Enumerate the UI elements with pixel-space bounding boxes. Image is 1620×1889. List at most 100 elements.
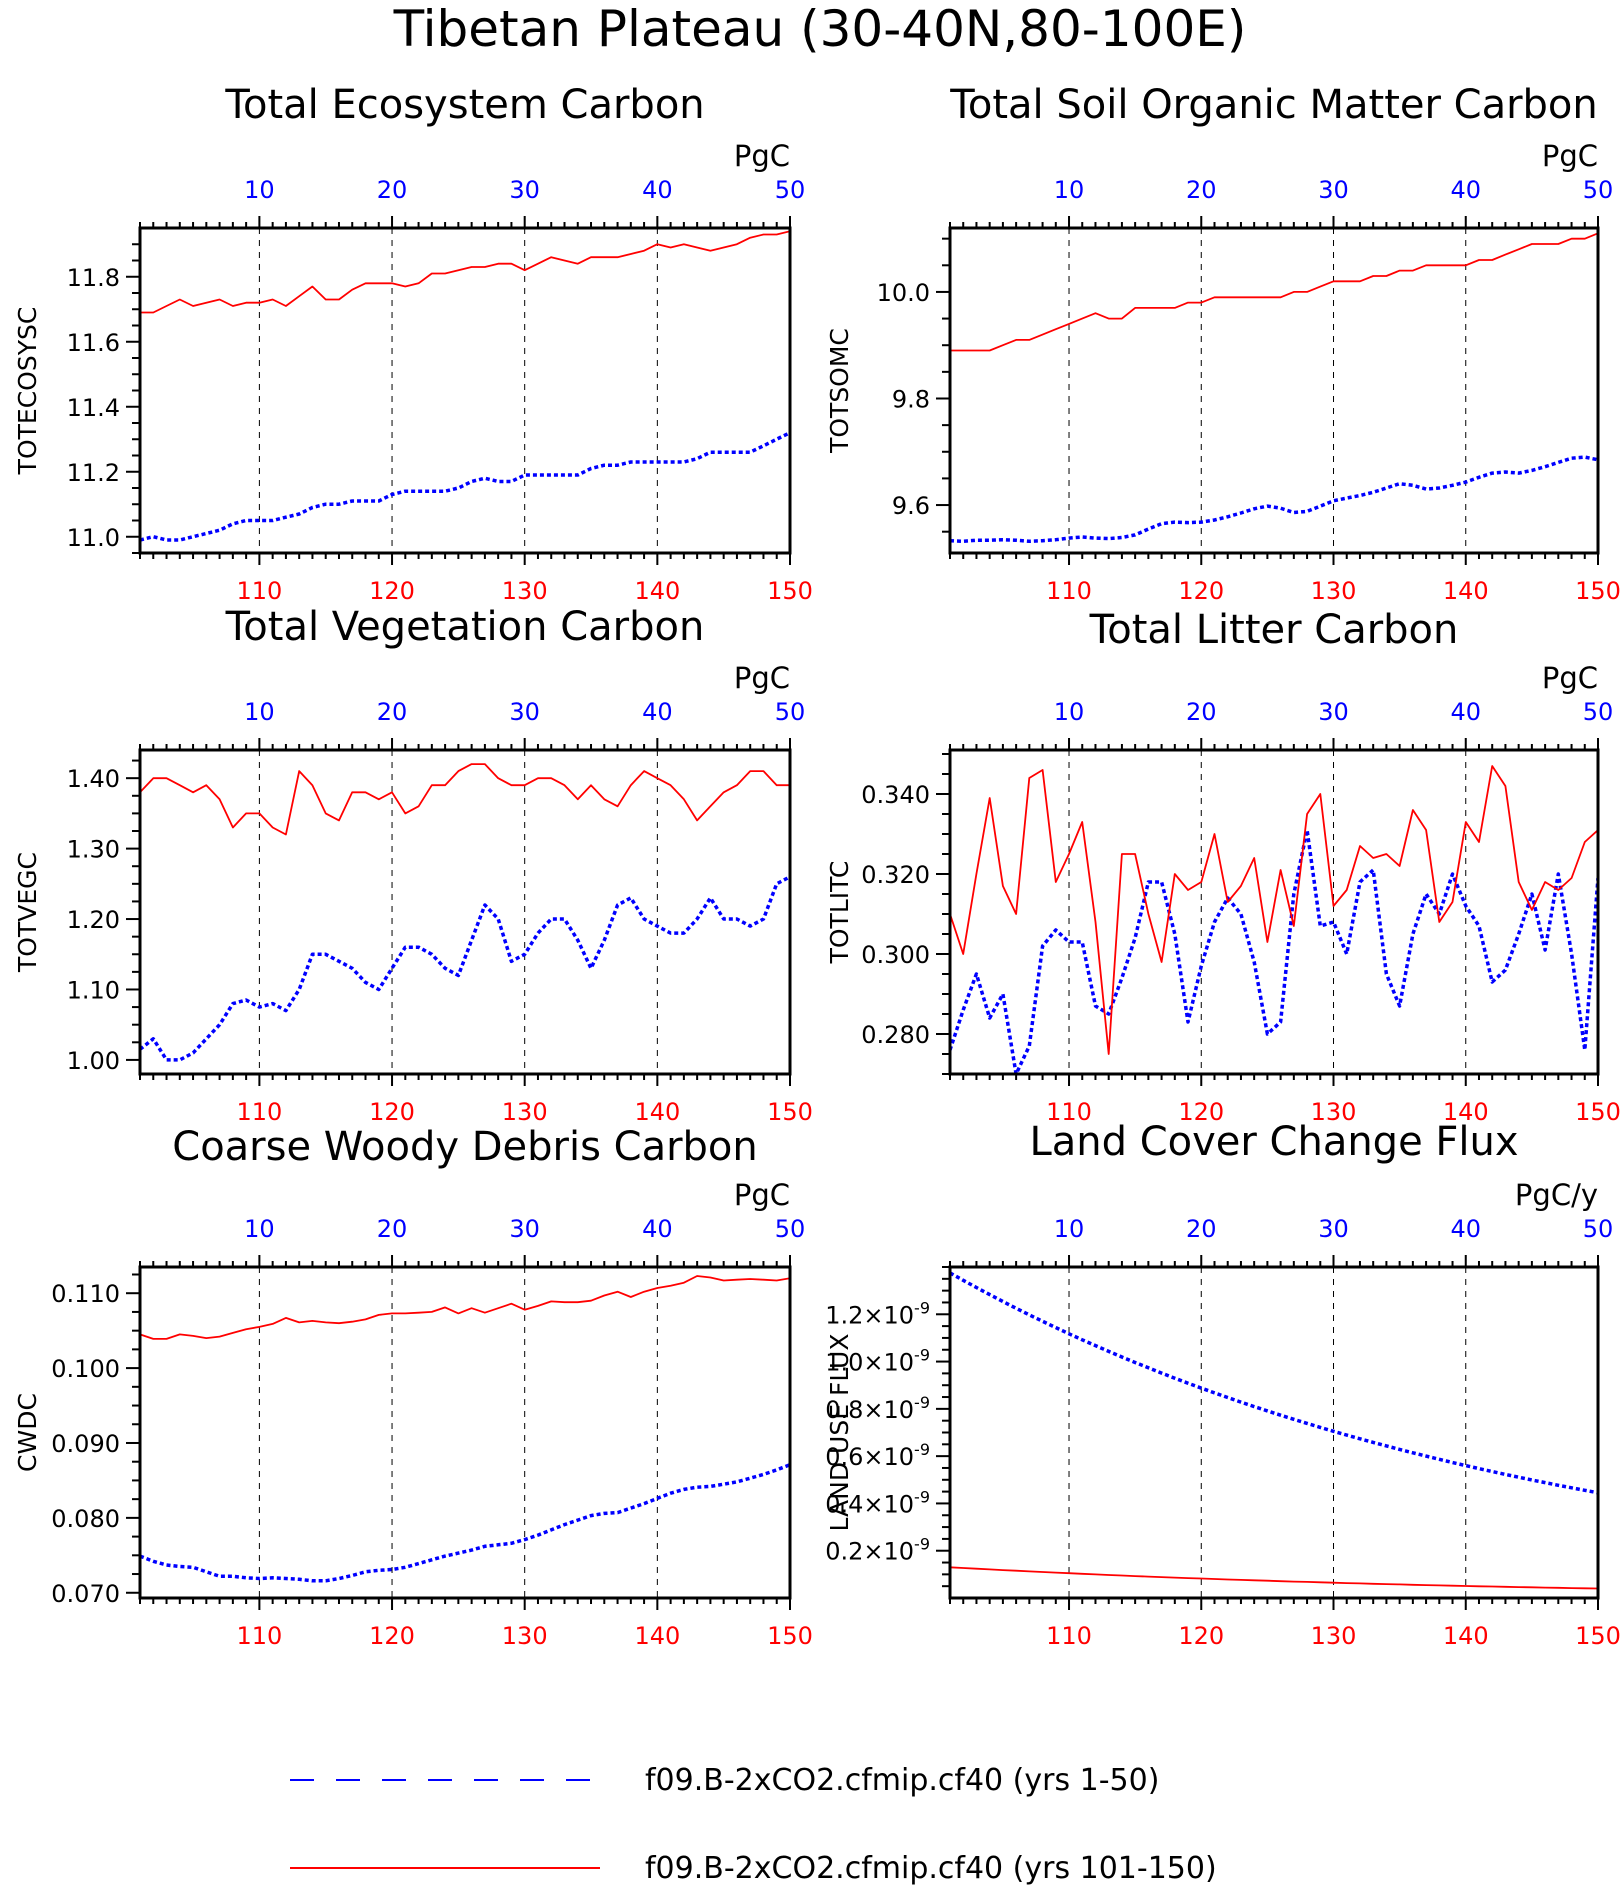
top-tick-label: 10 bbox=[1054, 1215, 1085, 1243]
y-axis-label: TOTLITC bbox=[825, 861, 854, 965]
plot-frame bbox=[948, 226, 1600, 555]
y-tick-label: 0.070 bbox=[51, 1580, 120, 1608]
bottom-tick-label: 150 bbox=[767, 1622, 813, 1650]
y-tick-label: 11.6 bbox=[67, 329, 120, 357]
bottom-tick-label: 130 bbox=[1311, 577, 1357, 605]
top-tick-label: 30 bbox=[509, 1215, 540, 1243]
bottom-tick-label: 130 bbox=[502, 1622, 548, 1650]
series-late-line bbox=[950, 1566, 1598, 1590]
series-late-line bbox=[140, 763, 790, 836]
units-label: PgC bbox=[1542, 139, 1598, 173]
y-axis-label: TOTVEGC bbox=[13, 852, 42, 973]
bottom-tick-label: 130 bbox=[1311, 1098, 1357, 1126]
y-tick-label: 1.30 bbox=[67, 836, 120, 864]
series-early-line bbox=[950, 828, 1598, 1074]
bottom-tick-label: 110 bbox=[236, 577, 282, 605]
bottom-tick-label: 120 bbox=[369, 577, 415, 605]
panel-title: Land Cover Change Flux bbox=[1029, 1119, 1518, 1165]
bottom-tick-label: 120 bbox=[1178, 577, 1224, 605]
top-tick-label: 20 bbox=[377, 1215, 408, 1243]
y-axis-label: LAND USE FLUX bbox=[825, 1334, 854, 1532]
y-tick-label: 9.6 bbox=[892, 492, 930, 520]
y-tick-label: 0.100 bbox=[51, 1355, 120, 1383]
y-axis-label: TOTSOMC bbox=[825, 328, 854, 454]
series-early-line bbox=[140, 875, 790, 1062]
bottom-tick-label: 110 bbox=[1046, 1098, 1092, 1126]
plot-frame bbox=[138, 1265, 792, 1600]
y-tick-label: 0.110 bbox=[51, 1280, 120, 1308]
bottom-tick-label: 140 bbox=[1443, 1622, 1489, 1650]
y-tick-label: 0.300 bbox=[861, 941, 930, 969]
y-tick-label: 0.080 bbox=[51, 1505, 120, 1533]
chart-panel-2: Total Soil Organic Matter Carbon PgC 10 20 3… bbox=[825, 82, 1620, 605]
units-label: PgC bbox=[734, 139, 790, 173]
bottom-tick-label: 130 bbox=[502, 1098, 548, 1126]
units-label: PgC bbox=[734, 661, 790, 695]
top-tick-label: 40 bbox=[1450, 698, 1481, 726]
y-tick-label: 0.320 bbox=[861, 861, 930, 889]
y-tick-label: 11.0 bbox=[67, 524, 120, 552]
series-early-line bbox=[140, 431, 790, 542]
top-tick-label: 40 bbox=[642, 176, 673, 204]
y-tick-label: 9.8 bbox=[892, 385, 930, 413]
bottom-tick-label: 150 bbox=[1575, 577, 1620, 605]
y-tick-label: 10.0 bbox=[877, 279, 930, 307]
plot-frame bbox=[948, 1265, 1600, 1600]
bottom-tick-label: 140 bbox=[634, 577, 680, 605]
top-tick-label: 10 bbox=[1054, 698, 1085, 726]
plot-area bbox=[950, 232, 1598, 544]
bottom-tick-label: 120 bbox=[369, 1622, 415, 1650]
series-late-line bbox=[950, 765, 1598, 1055]
top-tick-label: 10 bbox=[244, 698, 275, 726]
bottom-tick-label: 150 bbox=[767, 577, 813, 605]
bottom-tick-label: 110 bbox=[236, 1622, 282, 1650]
panel-title: Total Soil Organic Matter Carbon bbox=[949, 82, 1598, 128]
legend-label-early: f09.B-2xCO2.cfmip.cf40 (yrs 1-50) bbox=[645, 1763, 1159, 1798]
plot-area bbox=[140, 230, 790, 542]
top-tick-label: 30 bbox=[1318, 698, 1349, 726]
top-tick-label: 10 bbox=[244, 176, 275, 204]
y-tick-label: 0.280 bbox=[861, 1021, 930, 1049]
top-tick-label: 40 bbox=[642, 698, 673, 726]
panel-title: Total Vegetation Carbon bbox=[225, 604, 705, 650]
bottom-tick-label: 130 bbox=[1311, 1622, 1357, 1650]
series-early-line bbox=[140, 1463, 790, 1583]
y-axis-label: TOTECOSYSC bbox=[13, 307, 42, 476]
bottom-tick-label: 130 bbox=[502, 577, 548, 605]
bottom-tick-label: 140 bbox=[634, 1098, 680, 1126]
top-tick-label: 20 bbox=[377, 698, 408, 726]
y-tick-label: 0.090 bbox=[51, 1430, 120, 1458]
bottom-tick-label: 140 bbox=[1443, 1098, 1489, 1126]
top-tick-label: 30 bbox=[1318, 176, 1349, 204]
y-tick-label: 0.340 bbox=[861, 781, 930, 809]
top-tick-label: 50 bbox=[1583, 698, 1614, 726]
top-tick-label: 30 bbox=[1318, 1215, 1349, 1243]
plot-area bbox=[950, 1271, 1598, 1590]
bottom-tick-label: 110 bbox=[236, 1098, 282, 1126]
y-tick-label: 0.4×10-9 bbox=[825, 1487, 930, 1518]
top-tick-label: 50 bbox=[775, 176, 806, 204]
bottom-tick-label: 150 bbox=[1575, 1098, 1620, 1126]
top-tick-label: 10 bbox=[1054, 176, 1085, 204]
bottom-tick-label: 120 bbox=[369, 1098, 415, 1126]
top-tick-label: 40 bbox=[1450, 176, 1481, 204]
plot-area bbox=[140, 763, 790, 1062]
top-tick-label: 20 bbox=[377, 176, 408, 204]
chart-panel-3: Total Vegetation Carbon PgC 10 20 30 40 50 110 1… bbox=[13, 604, 813, 1126]
bottom-tick-label: 110 bbox=[1046, 577, 1092, 605]
chart-panel-1: Total Ecosystem Carbon PgC 10 20 30 40 50 110 12… bbox=[13, 82, 813, 605]
bottom-tick-label: 120 bbox=[1178, 1098, 1224, 1126]
top-tick-label: 40 bbox=[642, 1215, 673, 1243]
plot-frame bbox=[138, 748, 792, 1076]
plot-area bbox=[140, 1275, 790, 1583]
units-label: PgC bbox=[1542, 661, 1598, 695]
figure-title: Tibetan Plateau (30-40N,80-100E) bbox=[393, 0, 1247, 58]
series-late-line bbox=[950, 232, 1598, 352]
y-tick-label: 11.4 bbox=[67, 394, 120, 422]
bottom-tick-label: 140 bbox=[634, 1622, 680, 1650]
top-tick-label: 40 bbox=[1450, 1215, 1481, 1243]
y-axis-label: CWDC bbox=[13, 1393, 42, 1472]
bottom-tick-label: 140 bbox=[1443, 577, 1489, 605]
y-tick-label: 0.2×10-9 bbox=[825, 1535, 930, 1566]
